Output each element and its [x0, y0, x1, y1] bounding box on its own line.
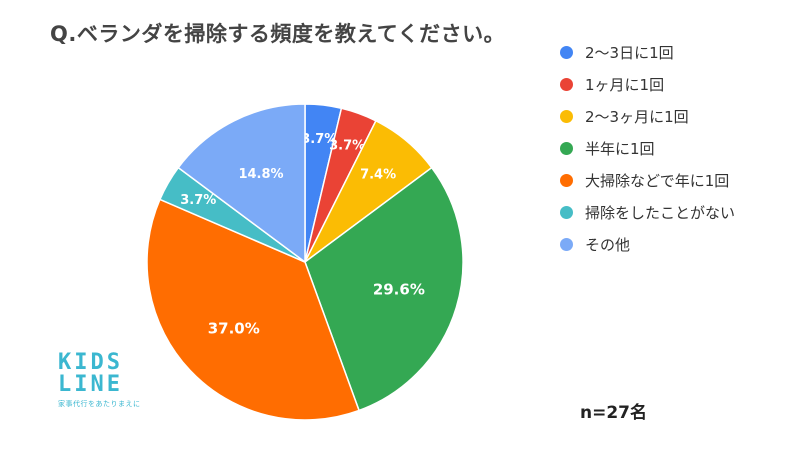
legend-item: 半年に1回 — [560, 132, 735, 164]
legend-item: 2〜3ヶ月に1回 — [560, 100, 735, 132]
legend-label: その他 — [585, 235, 631, 254]
slice-data-label: 7.4% — [360, 167, 396, 182]
logo-line2: LINE — [58, 372, 123, 397]
legend-swatch — [560, 173, 573, 187]
legend-label: 1ヶ月に1回 — [585, 75, 665, 94]
slice-data-label: 3.7% — [180, 193, 216, 208]
legend-item: 掃除をしたことがない — [560, 196, 735, 228]
legend-swatch — [560, 77, 573, 91]
legend-swatch — [560, 205, 573, 219]
legend-item: 大掃除などで年に1回 — [560, 164, 735, 196]
sample-size-note: n=27名 — [580, 403, 648, 423]
pie-slice — [177, 103, 306, 264]
legend-item: 2〜3日に1回 — [560, 36, 735, 68]
chart-title: Q.ベランダを掃除する頻度を教えてください。 — [50, 22, 506, 46]
legend-label: 2〜3ヶ月に1回 — [585, 107, 689, 126]
slice-data-label: 3.7% — [301, 132, 337, 147]
logo-line1: KIDS — [58, 350, 123, 375]
legend-item: 1ヶ月に1回 — [560, 68, 735, 100]
pie-slice — [304, 166, 464, 412]
kidsline-logo: KIDS LINE 家事代行をあたりまえに — [58, 352, 178, 424]
legend-label: 掃除をしたことがない — [585, 203, 736, 222]
legend-label: 半年に1回 — [585, 139, 655, 158]
logo-tagline: 家事代行をあたりまえに — [58, 400, 141, 408]
legend-label: 大掃除などで年に1回 — [585, 171, 730, 190]
slice-data-label: 37.0% — [208, 320, 260, 338]
slice-data-label: 29.6% — [373, 281, 425, 299]
legend-item: その他 — [560, 228, 735, 260]
chart-legend: 2〜3日に1回 1ヶ月に1回 2〜3ヶ月に1回 半年に1回大掃除などで年に1回 掃除をし… — [560, 36, 735, 260]
pie-slice — [146, 198, 361, 421]
legend-swatch — [560, 45, 573, 59]
slice-data-label: 14.8% — [238, 167, 283, 182]
legend-label: 2〜3日に1回 — [585, 43, 674, 62]
slice-data-label: 3.7% — [329, 139, 365, 154]
legend-swatch — [560, 141, 573, 155]
legend-swatch — [560, 109, 573, 123]
legend-swatch — [560, 237, 573, 251]
